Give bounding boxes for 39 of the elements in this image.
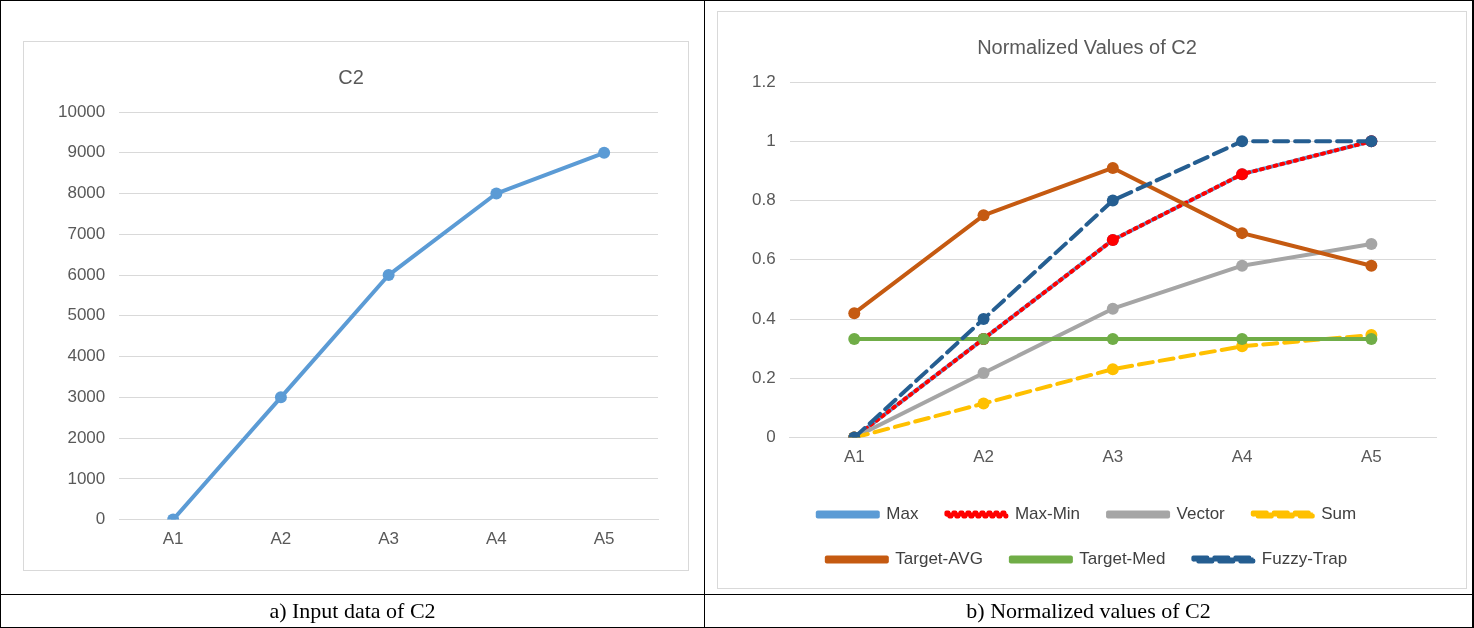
text: b) Normalized values of C2 xyxy=(705,595,1473,627)
y-tick-label: 1 xyxy=(766,130,776,150)
x-tick-label: A5 xyxy=(1360,447,1382,467)
y-tick-label: 0.2 xyxy=(751,368,776,388)
y-tick-label: 0.8 xyxy=(751,190,776,210)
y-tick-label: 7000 xyxy=(67,223,106,243)
y-tick-label: 1000 xyxy=(67,468,106,488)
y-tick-label: 3000 xyxy=(67,387,106,407)
x-tick-label: A4 xyxy=(1231,447,1253,467)
y-tick-label: 2000 xyxy=(67,427,106,447)
x-tick-label: A3 xyxy=(1102,447,1124,467)
y-tick-label: 10000 xyxy=(57,101,106,121)
y-tick-label: 5000 xyxy=(67,305,106,325)
legend-label: Fuzzy-Trap xyxy=(1261,549,1348,569)
x-tick-label: A2 xyxy=(270,529,292,549)
chart-title: Normalized Values of C2 xyxy=(977,35,1197,58)
legend-label: Vector xyxy=(1176,504,1226,524)
y-tick-label: 0 xyxy=(95,509,106,529)
y-tick-label: 0.4 xyxy=(751,308,776,328)
chart-title: C2 xyxy=(338,65,364,88)
x-tick-label: A4 xyxy=(485,529,507,549)
legend-label: Max xyxy=(886,504,919,524)
y-tick-label: 9000 xyxy=(67,142,106,162)
y-tick-label: 0 xyxy=(766,427,776,447)
legend-label: Sum xyxy=(1321,504,1357,524)
text: a) Input data of C2 xyxy=(1,595,705,627)
y-tick-label: 4000 xyxy=(67,346,106,366)
x-tick-label: A1 xyxy=(162,529,184,549)
legend-label: Target-AVG xyxy=(895,549,983,569)
legend-label: Target-Med xyxy=(1079,549,1166,569)
x-tick-label: A3 xyxy=(378,529,400,549)
x-tick-label: A5 xyxy=(593,529,615,549)
x-tick-label: A2 xyxy=(973,447,994,467)
x-tick-label: A1 xyxy=(843,447,865,467)
y-tick-label: 8000 xyxy=(67,183,106,203)
legend-label: Max-Min xyxy=(1014,504,1081,524)
y-tick-label: 6000 xyxy=(67,264,106,284)
y-tick-label: 1.2 xyxy=(751,71,776,91)
y-tick-label: 0.6 xyxy=(751,249,776,269)
